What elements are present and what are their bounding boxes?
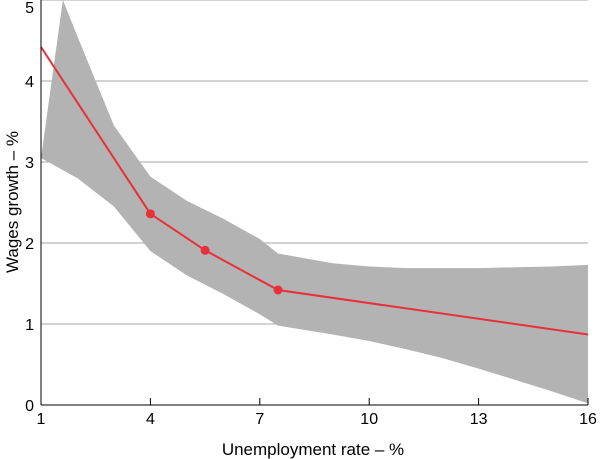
y-axis-title: Wages growth – % — [3, 131, 22, 273]
x-axis-title: Unemployment rate – % — [222, 440, 404, 459]
y-tick-label-1: 1 — [25, 317, 34, 334]
x-tick-label-16: 16 — [579, 411, 597, 428]
x-tick-label-7: 7 — [255, 411, 264, 428]
y-tick-label-0: 0 — [25, 398, 34, 415]
y-tick-label-5: 5 — [25, 0, 34, 17]
data-point-0 — [145, 209, 155, 219]
confidence-band — [41, 0, 588, 404]
x-tick-label-1: 1 — [37, 411, 46, 428]
confidence-band-layer — [41, 0, 588, 404]
data-point-1 — [200, 245, 210, 255]
x-tick-label-13: 13 — [470, 411, 488, 428]
x-tick-label-10: 10 — [360, 411, 378, 428]
x-tick-label-4: 4 — [146, 411, 155, 428]
y-tick-label-4: 4 — [25, 74, 34, 91]
y-tick-label-3: 3 — [25, 155, 34, 172]
y-tick-label-2: 2 — [25, 236, 34, 253]
series-layer — [40, 46, 589, 336]
axes — [40, 0, 589, 406]
data-point-2 — [273, 285, 283, 295]
